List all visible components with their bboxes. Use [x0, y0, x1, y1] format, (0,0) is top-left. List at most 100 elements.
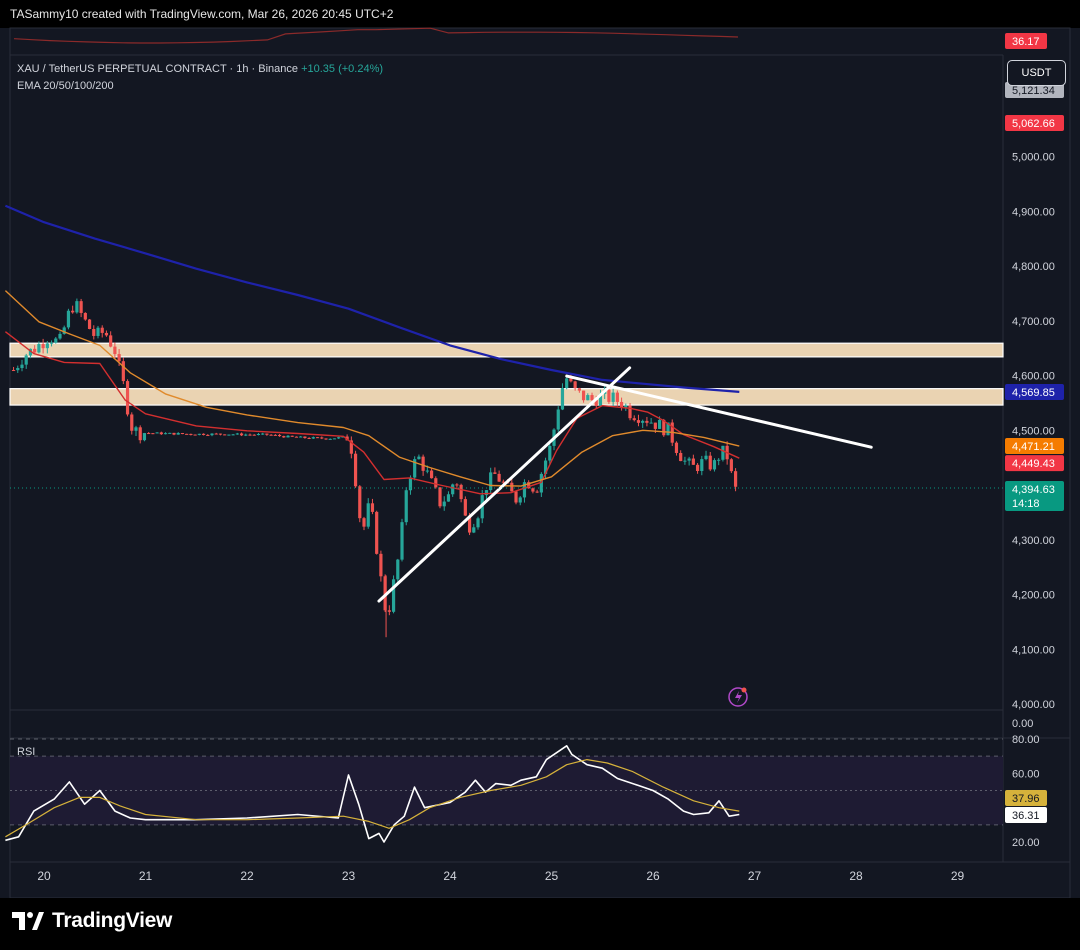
candle-body [16, 368, 20, 371]
candle-body [662, 419, 666, 436]
candle-body [193, 434, 197, 436]
candle-body [269, 434, 273, 436]
candle-body [214, 433, 218, 435]
resistance-zone-1[interactable] [9, 342, 1004, 358]
price-tick-label: 5,000.00 [1012, 152, 1055, 164]
rsi-value-text: 37.96 [1012, 793, 1040, 805]
candle-body [362, 518, 366, 527]
mini-pane-value-box [1005, 33, 1047, 49]
candle-body [438, 487, 442, 507]
price-label-box [1005, 384, 1064, 401]
candle-body [442, 501, 446, 507]
mini-pane-value: 36.17 [1012, 36, 1040, 48]
resistance-zone-2[interactable] [9, 388, 1004, 406]
candle-body [109, 335, 113, 347]
candle-body [400, 522, 404, 560]
price-label-box [1005, 480, 1064, 511]
candle-body [565, 378, 569, 389]
candle-body [332, 438, 337, 440]
rsi-value-text: 36.31 [1012, 810, 1040, 822]
ema-line-20[interactable] [4, 331, 740, 495]
candle-body [695, 464, 700, 472]
candle-body [252, 434, 256, 436]
candle-body [446, 494, 451, 502]
candle-body [303, 436, 307, 438]
candle-body [370, 503, 375, 512]
candle-body [497, 473, 501, 482]
tradingview-logo[interactable]: TradingView [12, 908, 172, 934]
rsi-ma-line[interactable] [5, 758, 740, 838]
price-label-text: 4,569.85 [1012, 387, 1055, 399]
candle-body [379, 553, 383, 577]
time-tick-label: 27 [748, 869, 762, 883]
candle-body [54, 338, 58, 343]
candle-body [294, 436, 299, 438]
price-change: +10.35 (+0.24%) [301, 63, 384, 75]
candle-body [218, 433, 223, 435]
candle-body [353, 453, 358, 487]
candle-body [337, 437, 341, 439]
candle-body [349, 440, 353, 454]
candle-body [590, 395, 594, 401]
candle-body [417, 456, 421, 460]
symbol-legend[interactable]: XAU / TetherUS PERPETUAL CONTRACT · 1h ·… [17, 63, 383, 75]
candle-body [176, 433, 180, 435]
time-tick-label: 29 [951, 869, 965, 883]
time-tick-label: 21 [139, 869, 153, 883]
candle-body [223, 434, 227, 436]
candle-body [413, 459, 417, 478]
rsi-legend[interactable]: RSI [17, 746, 36, 758]
candle-body [75, 301, 79, 313]
candle-body [210, 433, 214, 436]
candle-body [37, 344, 41, 353]
candle-body [151, 433, 155, 435]
price-tick-label: 4,000.00 [1012, 699, 1055, 711]
candle-body [66, 310, 71, 328]
rsi-value-box [1005, 807, 1047, 823]
candle-body [256, 434, 261, 436]
candle-body [299, 436, 303, 438]
ema-line-50[interactable] [4, 290, 740, 487]
candle-body [33, 348, 37, 353]
candle-body [467, 515, 472, 533]
currency-button[interactable]: USDT [1007, 60, 1066, 86]
candle-body [687, 458, 691, 461]
candle-body [28, 348, 33, 356]
candle-body [628, 405, 632, 419]
candle-body [366, 503, 370, 527]
rsi-line[interactable] [5, 744, 740, 843]
alert-icon[interactable] [728, 687, 748, 707]
candle-body [341, 436, 345, 438]
rsi-tick-label: 80.00 [1012, 734, 1040, 746]
candle-body [261, 433, 265, 435]
price-tick-label: 4,500.00 [1012, 425, 1055, 437]
candle-body [100, 327, 104, 333]
indicator-legend[interactable]: EMA 20/50/100/200 [17, 80, 114, 92]
candle-body [282, 436, 286, 438]
alert-dot-icon [741, 687, 747, 693]
ema-line-200[interactable] [4, 204, 740, 393]
candle-body [286, 435, 290, 438]
candle-body [666, 422, 670, 436]
candle-body [155, 432, 159, 434]
price-label-countdown: 14:18 [1012, 498, 1040, 510]
time-tick-label: 22 [240, 869, 254, 883]
trendline-1[interactable] [377, 366, 632, 603]
candle-body [117, 354, 121, 362]
candle-body [691, 458, 695, 465]
candle-body [320, 437, 324, 439]
trendline-2[interactable] [565, 374, 873, 449]
tradingview-icon [12, 912, 44, 930]
candle-body [421, 456, 425, 471]
candle-body [125, 381, 130, 415]
candle-body [598, 393, 603, 406]
candle-body [49, 342, 54, 344]
candle-body [227, 434, 231, 436]
chart-frame[interactable] [0, 28, 1080, 898]
price-tick-label: 4,800.00 [1012, 261, 1055, 273]
candle-body [315, 437, 320, 439]
candle-body [96, 327, 100, 336]
candle-body [24, 355, 28, 365]
candle-body [79, 301, 83, 313]
